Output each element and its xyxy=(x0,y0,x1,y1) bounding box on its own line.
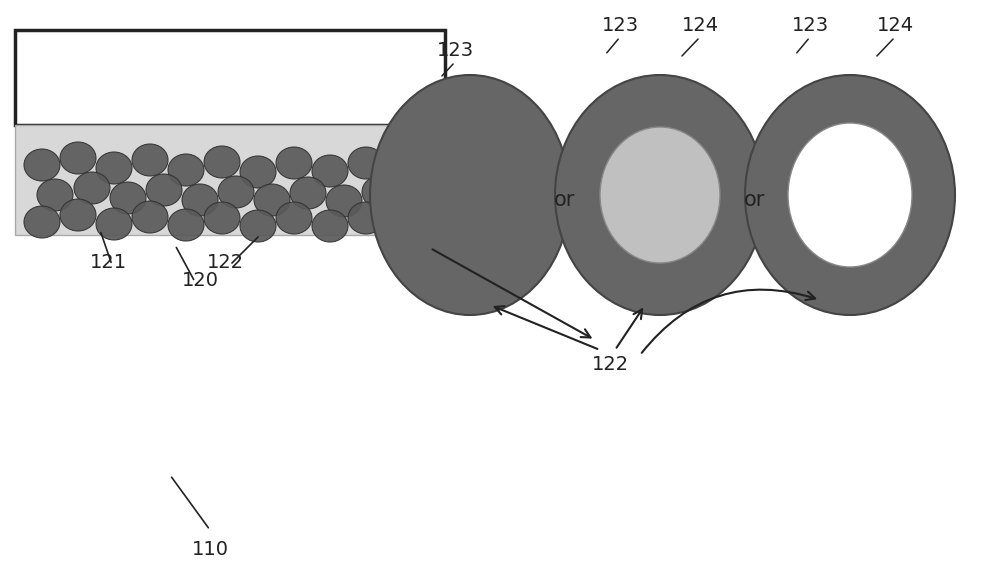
Ellipse shape xyxy=(254,184,290,216)
Ellipse shape xyxy=(24,149,60,181)
Ellipse shape xyxy=(168,154,204,186)
Ellipse shape xyxy=(204,202,240,234)
Ellipse shape xyxy=(132,201,168,233)
Ellipse shape xyxy=(362,176,398,208)
Text: 123: 123 xyxy=(791,16,829,35)
Ellipse shape xyxy=(382,208,418,240)
Ellipse shape xyxy=(788,123,912,267)
Text: or: or xyxy=(554,190,576,210)
Text: 124: 124 xyxy=(876,16,914,35)
Ellipse shape xyxy=(276,202,312,234)
Ellipse shape xyxy=(276,147,312,179)
Ellipse shape xyxy=(96,208,132,240)
Text: 124: 124 xyxy=(681,16,719,35)
Ellipse shape xyxy=(312,210,348,242)
Ellipse shape xyxy=(348,202,384,234)
Ellipse shape xyxy=(240,156,276,188)
Ellipse shape xyxy=(60,142,96,174)
Text: 122: 122 xyxy=(206,253,244,272)
Ellipse shape xyxy=(402,146,438,178)
Text: 110: 110 xyxy=(192,540,228,559)
Text: 121: 121 xyxy=(89,253,127,272)
Ellipse shape xyxy=(132,144,168,176)
Text: 123: 123 xyxy=(601,16,639,35)
Ellipse shape xyxy=(348,147,384,179)
Ellipse shape xyxy=(24,206,60,238)
Bar xyxy=(15,125,445,235)
Text: or: or xyxy=(744,190,766,210)
Ellipse shape xyxy=(146,174,182,206)
Ellipse shape xyxy=(110,182,146,214)
Ellipse shape xyxy=(96,152,132,184)
Ellipse shape xyxy=(168,209,204,241)
Ellipse shape xyxy=(74,172,110,204)
Ellipse shape xyxy=(555,75,765,315)
Ellipse shape xyxy=(370,75,570,315)
Text: 122: 122 xyxy=(591,355,629,374)
Ellipse shape xyxy=(37,179,73,211)
Ellipse shape xyxy=(312,155,348,187)
Ellipse shape xyxy=(240,210,276,242)
Ellipse shape xyxy=(218,176,254,208)
Ellipse shape xyxy=(392,180,428,212)
Ellipse shape xyxy=(182,184,218,216)
Bar xyxy=(15,30,445,125)
Ellipse shape xyxy=(600,127,720,263)
Text: 120: 120 xyxy=(182,271,218,290)
Ellipse shape xyxy=(326,185,362,217)
Ellipse shape xyxy=(204,146,240,178)
Ellipse shape xyxy=(290,177,326,209)
Text: 123: 123 xyxy=(436,41,474,60)
Ellipse shape xyxy=(745,75,955,315)
Ellipse shape xyxy=(60,199,96,231)
Ellipse shape xyxy=(382,154,418,186)
